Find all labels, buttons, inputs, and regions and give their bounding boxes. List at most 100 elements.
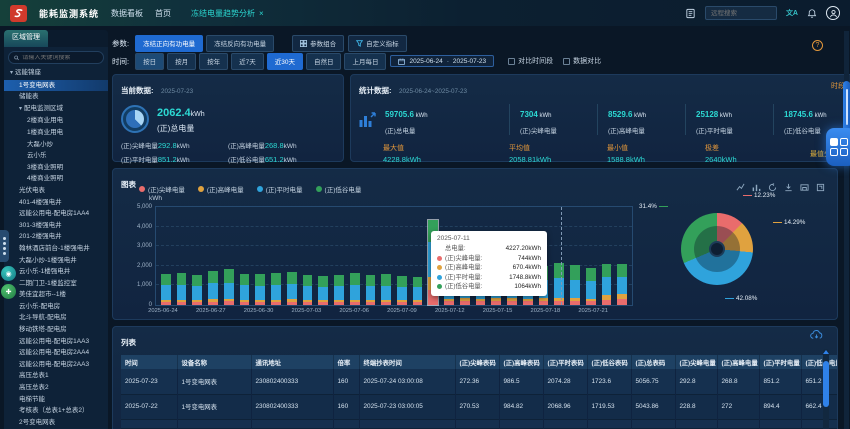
checkbox-box[interactable] (563, 58, 570, 65)
param-button-1[interactable]: 冻结反向有功电量 (206, 35, 274, 52)
legend-item[interactable]: (正)低谷电量 (316, 184, 362, 194)
bar-2025-07-07[interactable] (363, 207, 379, 305)
caret-down-icon[interactable]: ▾ (10, 70, 13, 76)
table-row-partial[interactable] (121, 419, 838, 428)
legend-item[interactable]: (正)平时电量 (257, 184, 303, 194)
user-avatar[interactable] (826, 6, 840, 20)
report-icon[interactable] (685, 8, 696, 19)
tree-item[interactable]: 翰林酒店前台-1楼强电井 (4, 243, 108, 255)
bar-2025-07-10[interactable] (410, 207, 426, 305)
bar-2025-06-27[interactable] (205, 207, 221, 305)
tree-item[interactable]: 美佳宜超市--1楼 (4, 289, 108, 301)
tree-item[interactable]: 2号变电网表 (4, 417, 108, 429)
bar-2025-07-01[interactable] (268, 207, 284, 305)
legend-item[interactable]: (正)尖峰电量 (139, 184, 185, 194)
floating-chat-button[interactable]: ✚ (1, 284, 16, 299)
tree-search-input[interactable] (22, 55, 98, 61)
tree-item[interactable]: 4楼商业照明 (4, 173, 108, 185)
tree-item[interactable]: 201-2楼强电井 (4, 231, 108, 243)
checkbox-box[interactable] (508, 58, 515, 65)
nav-item-0[interactable]: 数据看板 (111, 8, 143, 19)
tree-item[interactable]: 远能公用电-配电房1AA3 (4, 336, 108, 348)
tree-item[interactable]: 远能公用电-配电房1AA4 (4, 208, 108, 220)
help-button[interactable]: ? (812, 40, 823, 51)
bar-2025-07-22[interactable] (599, 207, 615, 305)
global-search-input[interactable] (705, 6, 777, 20)
checkbox-0[interactable]: 对比时间段 (508, 56, 553, 66)
bar-2025-06-28[interactable] (221, 207, 237, 305)
table-row[interactable]: 2025-07-231号变电网表2308024003331602025-07-2… (121, 369, 838, 394)
tree-item[interactable]: 2楼商业用电 (4, 115, 108, 127)
sidebar-drag-handle[interactable] (0, 230, 9, 262)
tree-item[interactable]: 1号变电网表 (4, 80, 108, 92)
time-button-4[interactable]: 近30天 (267, 53, 303, 70)
tree-item[interactable]: 高压总表2 (4, 382, 108, 394)
param-button-0[interactable]: 冻结正向有功电量 (135, 35, 203, 52)
time-button-2[interactable]: 按年 (199, 53, 228, 70)
tree-item[interactable]: 云小乐-配电房 (4, 301, 108, 313)
tree-item[interactable]: 高压总表1 (4, 370, 108, 382)
tab-close-icon[interactable]: × (259, 9, 264, 18)
bar-2025-07-02[interactable] (284, 207, 300, 305)
bell-icon[interactable] (807, 8, 817, 19)
bar-2025-06-30[interactable] (252, 207, 268, 305)
tree-item[interactable]: 远能公用电-配电房2AA3 (4, 359, 108, 371)
bar-2025-06-25[interactable] (174, 207, 190, 305)
tree-item[interactable]: 储能表 (4, 91, 108, 103)
table-row[interactable]: 2025-07-221号变电网表2308024003331602025-07-2… (121, 394, 838, 419)
energy-share-pie[interactable] (681, 213, 753, 285)
nav-item-1[interactable]: 首页 (155, 8, 171, 19)
tree-item[interactable]: 考核表（总表1+总表2） (4, 405, 108, 417)
time-button-0[interactable]: 按日 (135, 53, 164, 70)
tree-search-box[interactable] (8, 51, 104, 64)
time-button-3[interactable]: 近7天 (231, 53, 264, 70)
floating-assist-button[interactable]: ◉ (1, 266, 16, 281)
bar-2025-07-19[interactable] (551, 207, 567, 305)
bar-2025-07-05[interactable] (331, 207, 347, 305)
tree-item[interactable]: 大磊小炒-1楼强电井 (4, 255, 108, 267)
date-range-picker[interactable]: 2025-06-24 - 2025-07-23 (390, 55, 494, 67)
bar-2025-07-03[interactable] (300, 207, 316, 305)
cloud-download-icon[interactable] (810, 330, 823, 340)
tree-item[interactable]: 云小乐 (4, 150, 108, 162)
bar-2025-07-09[interactable] (394, 207, 410, 305)
tree-item[interactable]: 电梯节能 (4, 394, 108, 406)
caret-down-icon[interactable]: ▾ (19, 106, 22, 112)
time-button-1[interactable]: 按月 (167, 53, 196, 70)
tree-item[interactable]: 3楼商业照明 (4, 162, 108, 174)
tree-item[interactable]: 二期门卫-1楼监控室 (4, 278, 108, 290)
bar-2025-07-23[interactable] (614, 207, 630, 305)
tree-item[interactable]: 301-3楼强电井 (4, 220, 108, 232)
bar-2025-06-26[interactable] (189, 207, 205, 305)
checkbox-1[interactable]: 数据对比 (563, 56, 601, 66)
bar-2025-06-29[interactable] (237, 207, 253, 305)
table-scrollbar[interactable] (823, 349, 829, 429)
bar-2025-07-20[interactable] (567, 207, 583, 305)
page-scrollbar-thumb[interactable] (843, 81, 850, 133)
tree-item[interactable]: 云小乐-1楼强电井 (4, 266, 108, 278)
tab-area-management[interactable]: 区域管理 (4, 30, 48, 47)
tree-item[interactable]: 光伏电表 (4, 185, 108, 197)
param-combo-button[interactable]: 参数组合 (292, 35, 344, 52)
bar-2025-07-06[interactable] (347, 207, 363, 305)
bar-2025-06-24[interactable] (158, 207, 174, 305)
quick-menu-launcher[interactable] (826, 128, 850, 166)
tree-item[interactable]: 1楼商业用电 (4, 127, 108, 139)
tree-item[interactable]: ▾配电监测区域 (4, 103, 108, 116)
tab-frozen-power-trend[interactable]: 冻结电量趋势分析 × (191, 8, 264, 19)
tree-item[interactable]: 大磊小炒 (4, 139, 108, 151)
page-scrollbar[interactable] (844, 31, 849, 429)
tree-item[interactable]: 401-4楼强电井 (4, 197, 108, 209)
tree-item[interactable]: ▾远能锦座 (4, 67, 108, 80)
scroll-up-icon[interactable] (823, 350, 829, 354)
language-switch-icon[interactable]: 文A (786, 8, 798, 18)
tree-item[interactable]: 北斗导航-配电房 (4, 312, 108, 324)
table-scrollbar-thumb[interactable] (823, 361, 829, 407)
bar-2025-07-08[interactable] (378, 207, 394, 305)
bar-2025-07-21[interactable] (583, 207, 599, 305)
tree-item[interactable]: 移动铁塔-配电房 (4, 324, 108, 336)
tree-item[interactable]: 远能公用电-配电房2AA4 (4, 347, 108, 359)
time-button-6[interactable]: 上月每日 (344, 53, 386, 70)
bar-2025-07-04[interactable] (315, 207, 331, 305)
time-button-5[interactable]: 自然日 (306, 53, 342, 70)
